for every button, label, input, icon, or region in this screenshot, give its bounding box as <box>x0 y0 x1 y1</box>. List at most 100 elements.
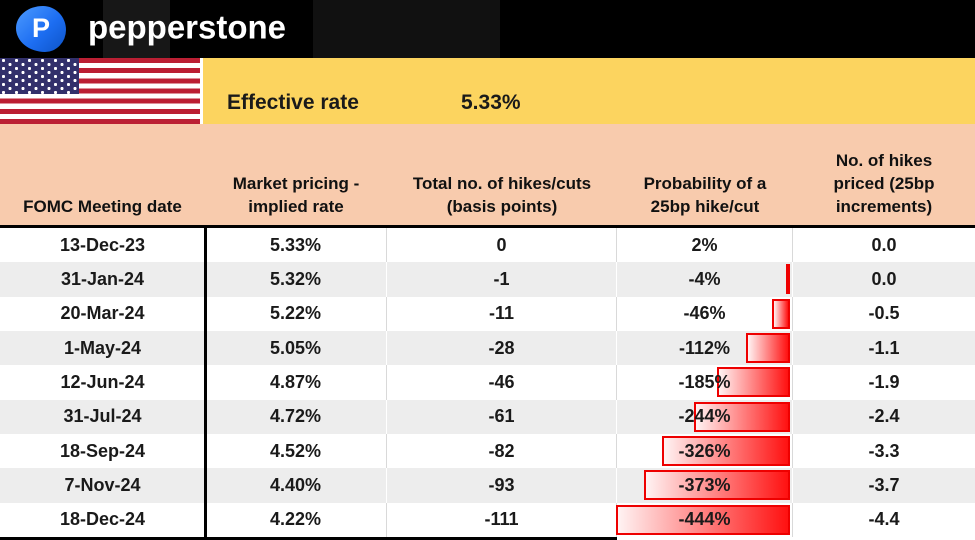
cell-implied-rate[interactable]: 4.40% <box>205 468 387 503</box>
cell-value: -4% <box>688 268 721 289</box>
cell-implied-rate[interactable]: 4.72% <box>205 399 387 434</box>
cell-meeting-date[interactable]: 13-Dec-23 <box>0 228 205 262</box>
topbar-shade <box>103 0 170 58</box>
cell-value: -3.3 <box>868 440 900 461</box>
table-row: 18-Dec-24 4.22% -111 -444% -4.4 <box>0 502 975 537</box>
cell-hikes-priced[interactable]: 0.0 <box>793 228 975 262</box>
cell-implied-rate[interactable]: 5.22% <box>205 296 387 331</box>
cell-hikes-priced[interactable]: -1.9 <box>793 365 975 399</box>
cell-meeting-date[interactable]: 20-Mar-24 <box>0 297 205 331</box>
cell-implied-rate[interactable]: 4.22% <box>205 502 387 537</box>
header-line: Total no. of hikes/cuts <box>412 174 592 193</box>
cell-hikes-cuts-bp[interactable]: -93 <box>387 468 617 503</box>
table-row: 1-May-24 5.05% -28 -112% -1.1 <box>0 330 975 366</box>
cell-hikes-cuts-bp[interactable]: -11 <box>387 296 617 331</box>
cell-value: -1.1 <box>868 337 900 358</box>
cell-probability[interactable]: -244% <box>617 399 793 434</box>
table-header-row: FOMC Meeting date Market pricing - impli… <box>0 124 975 225</box>
us-flag-icon <box>0 58 200 124</box>
table-row: 7-Nov-24 4.40% -93 -373% -3.7 <box>0 468 975 503</box>
cell-probability[interactable]: -185% <box>617 365 793 400</box>
cell-hikes-cuts-bp[interactable]: 0 <box>387 228 617 263</box>
effective-rate-value: 5.33% <box>461 91 521 114</box>
cell-hikes-priced[interactable]: -4.4 <box>793 503 975 537</box>
cell-value: 5.05% <box>269 337 322 358</box>
cell-meeting-date[interactable]: 1-May-24 <box>0 331 205 365</box>
cell-hikes-priced[interactable]: -2.4 <box>793 400 975 434</box>
cell-probability[interactable]: 2% <box>617 228 793 263</box>
cell-meeting-date[interactable]: 18-Sep-24 <box>0 434 205 468</box>
cell-value: 0.0 <box>871 268 897 289</box>
cell-value: 4.40% <box>269 474 322 495</box>
probability-databar <box>662 436 790 467</box>
cell-meeting-date[interactable]: 31-Jan-24 <box>0 262 205 296</box>
cell-value: 31-Jul-24 <box>63 406 142 427</box>
cell-probability[interactable]: -4% <box>617 262 793 297</box>
cell-meeting-date[interactable]: 7-Nov-24 <box>0 468 205 502</box>
cell-probability[interactable]: -444% <box>616 502 793 537</box>
header-line: Market pricing - <box>232 174 360 193</box>
cell-implied-rate[interactable]: 4.87% <box>205 365 387 400</box>
cell-value: -326% <box>678 440 731 461</box>
cell-meeting-date[interactable]: 12-Jun-24 <box>0 365 205 399</box>
cell-meeting-date[interactable]: 18-Dec-24 <box>0 503 205 537</box>
topbar-shade <box>313 0 500 58</box>
table-row: 13-Dec-23 5.33% 0 2% 0.0 <box>0 228 975 263</box>
cell-value: 4.52% <box>269 440 322 461</box>
brand-wordmark: pepperstone <box>88 8 287 46</box>
effective-rate-banner: Effective rate 5.33% <box>203 58 975 124</box>
cell-hikes-cuts-bp[interactable]: -111 <box>387 502 617 537</box>
cell-value: -61 <box>488 406 515 427</box>
table-row: 12-Jun-24 4.87% -46 -185% -1.9 <box>0 365 975 400</box>
header-probability-25bp: Probability of a 25bp hike/cut <box>617 124 793 225</box>
cell-implied-rate[interactable]: 5.05% <box>205 330 387 366</box>
cell-hikes-cuts-bp[interactable]: -46 <box>387 365 617 400</box>
cell-hikes-cuts-bp[interactable]: -82 <box>387 433 617 469</box>
probability-databar <box>786 264 790 295</box>
cell-implied-rate[interactable]: 5.33% <box>205 228 387 263</box>
header-line: increments) <box>835 197 933 216</box>
cell-hikes-priced[interactable]: -0.5 <box>793 297 975 331</box>
cell-value: -82 <box>488 440 515 461</box>
cell-meeting-date[interactable]: 31-Jul-24 <box>0 400 205 434</box>
cell-hikes-priced[interactable]: -3.7 <box>793 468 975 502</box>
cell-implied-rate[interactable]: 4.52% <box>205 433 387 469</box>
cell-hikes-priced[interactable]: -1.1 <box>793 331 975 365</box>
table-vertical-divider <box>204 225 207 540</box>
cell-probability[interactable]: -326% <box>617 433 793 469</box>
probability-databar <box>746 333 790 364</box>
cell-probability[interactable]: -46% <box>617 296 793 331</box>
cell-implied-rate[interactable]: 5.32% <box>205 262 387 297</box>
cell-hikes-cuts-bp[interactable]: -1 <box>387 262 617 297</box>
cell-value: -244% <box>678 406 731 427</box>
cell-value: 4.87% <box>269 371 322 392</box>
cell-value: 0.0 <box>871 234 897 255</box>
header-line: (basis points) <box>446 197 558 216</box>
probability-databar <box>772 298 790 329</box>
pepperstone-logo-icon: P <box>16 6 66 52</box>
header-market-pricing-implied-rate: Market pricing - implied rate <box>205 124 387 225</box>
cell-value: 12-Jun-24 <box>60 371 145 392</box>
cell-value: -185% <box>678 371 731 392</box>
cell-hikes-priced[interactable]: -3.3 <box>793 434 975 468</box>
cell-value: 5.33% <box>269 234 322 255</box>
effective-rate-label: Effective rate <box>227 91 359 114</box>
table-row: 20-Mar-24 5.22% -11 -46% -0.5 <box>0 296 975 331</box>
brand-bar: P pepperstone <box>0 0 975 58</box>
cell-probability[interactable]: -112% <box>617 330 793 366</box>
cell-hikes-cuts-bp[interactable]: -61 <box>387 399 617 434</box>
table-row: 31-Jan-24 5.32% -1 -4% 0.0 <box>0 262 975 297</box>
table-row: 31-Jul-24 4.72% -61 -244% -2.4 <box>0 399 975 434</box>
cell-value: -0.5 <box>868 303 900 324</box>
cell-value: 1-May-24 <box>63 337 142 358</box>
cell-value: 18-Sep-24 <box>59 440 146 461</box>
cell-value: 4.72% <box>269 406 322 427</box>
cell-hikes-cuts-bp[interactable]: -28 <box>387 330 617 366</box>
cell-hikes-priced[interactable]: 0.0 <box>793 262 975 296</box>
logo-letter: P <box>31 12 50 43</box>
header-fomc-meeting-date: FOMC Meeting date <box>0 124 205 225</box>
cell-value: -2.4 <box>868 406 900 427</box>
cell-probability[interactable]: -373% <box>617 468 793 503</box>
table-top-border <box>0 225 975 228</box>
